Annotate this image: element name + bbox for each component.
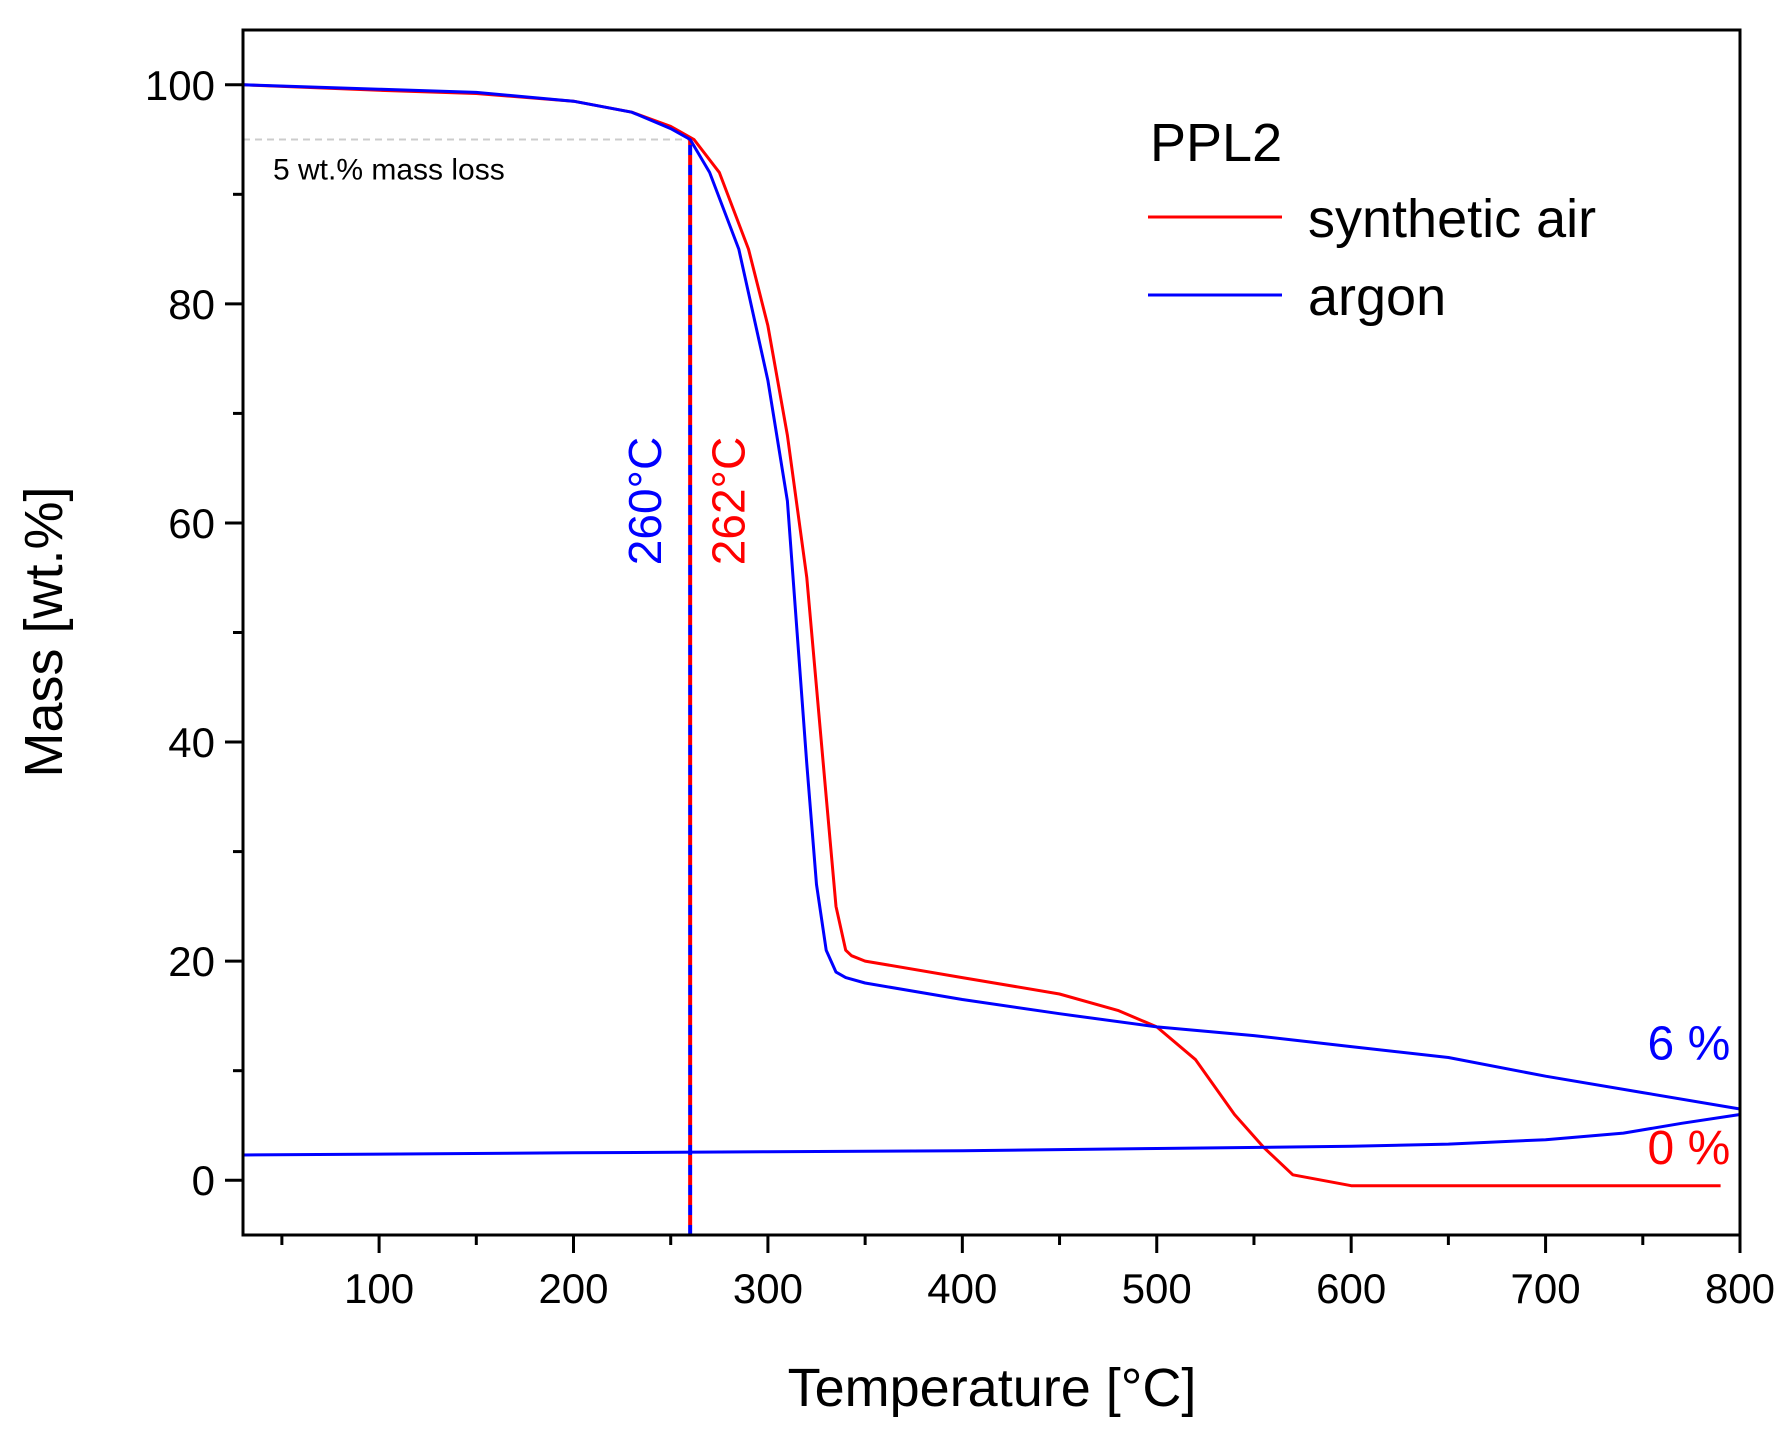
y-tick-label: 20 [168, 938, 215, 985]
residue-label-air: 0 % [1648, 1122, 1731, 1175]
x-tick-label: 700 [1511, 1265, 1581, 1312]
legend-label-synthetic-air: synthetic air [1308, 189, 1596, 249]
x-tick-label: 300 [733, 1265, 803, 1312]
y-tick-label: 80 [168, 281, 215, 328]
x-tick-label: 600 [1316, 1265, 1386, 1312]
x-axis-title: Temperature [°C] [788, 1358, 1197, 1418]
legend: PPL2 synthetic air argon [1148, 113, 1596, 327]
legend-label-argon: argon [1308, 267, 1446, 327]
onset-label-argon: 260°C [619, 437, 671, 565]
x-tick-label: 100 [344, 1265, 414, 1312]
x-tick-label: 400 [927, 1265, 997, 1312]
residue-label-argon: 6 % [1648, 1018, 1731, 1071]
x-tick-label: 200 [538, 1265, 608, 1312]
x-tick-label: 800 [1705, 1265, 1775, 1312]
legend-title: PPL2 [1150, 113, 1282, 173]
synthetic-air-curve [242, 83, 1721, 1188]
argon-baseline-curve [242, 1113, 1741, 1157]
argon-curve [242, 83, 1741, 1111]
onset-label-air: 262°C [703, 437, 755, 565]
y-tick-label: 100 [145, 62, 215, 109]
y-tick-label: 60 [168, 500, 215, 547]
y-tick-label: 0 [192, 1157, 215, 1204]
five-percent-loss-label: 5 wt.% mass loss [273, 154, 505, 187]
x-tick-label: 500 [1122, 1265, 1192, 1312]
y-tick-label: 40 [168, 719, 215, 766]
y-axis-title: Mass [wt.%] [14, 486, 74, 777]
